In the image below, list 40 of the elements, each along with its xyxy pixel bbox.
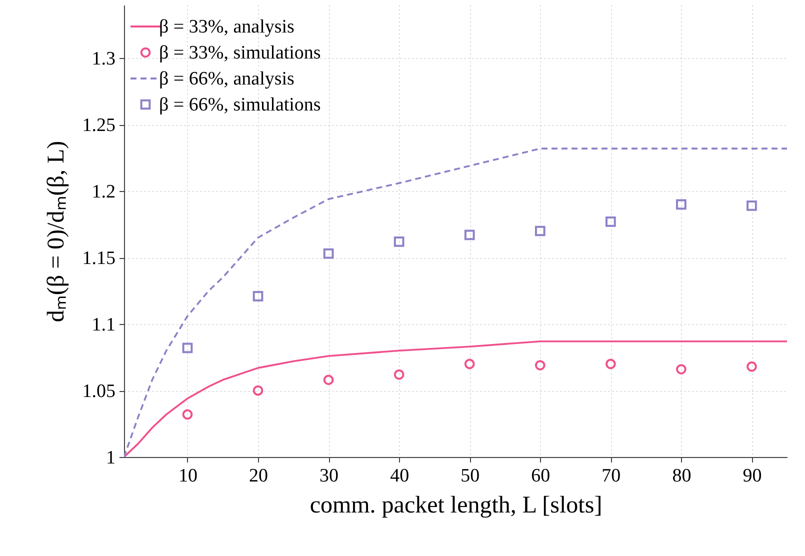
point: [394, 369, 404, 380]
point: [746, 361, 757, 372]
x-tick-label: 40: [390, 466, 410, 486]
point: [182, 342, 193, 354]
legend-label: β = 66%, analysis: [159, 68, 294, 90]
y-tick-label: 1.3: [92, 48, 116, 70]
x-tick-label: 80: [672, 466, 692, 486]
point: [605, 216, 616, 227]
x-tick-label: 30: [320, 466, 339, 486]
legend-label: β = 33%, analysis: [159, 16, 294, 38]
y-axis-title: dₘ(β = 0)/dₘ(β, L): [43, 140, 70, 322]
x-axis-title: comm. packet length, L [slots]: [310, 492, 602, 518]
point: [534, 360, 546, 370]
legend-label: β = 66%, simulations: [159, 94, 321, 116]
x-tick-label: 60: [531, 466, 550, 486]
y-tick-label: 1.25: [82, 115, 116, 136]
y-tick-label: 1: [106, 448, 116, 468]
point: [464, 230, 475, 240]
x-tick-label: 50: [460, 466, 480, 486]
point: [182, 409, 193, 420]
y-tick-label: 1.15: [82, 248, 116, 270]
x-tick-label: 90: [742, 466, 762, 486]
point: [464, 358, 475, 370]
point: [534, 226, 546, 236]
point: [676, 199, 686, 210]
y-tick-label: 1.05: [82, 381, 116, 402]
point: [323, 248, 334, 259]
point: [323, 374, 334, 386]
point: [252, 385, 264, 396]
y-tick-label: 1.1: [92, 314, 116, 336]
point: [394, 236, 404, 247]
x-tick-label: 20: [249, 466, 268, 486]
x-tick-label: 70: [602, 466, 621, 486]
legend-label: β = 33%, simulations: [159, 42, 321, 64]
x-tick-label: 10: [178, 466, 198, 486]
y-tick-label: 1.2: [92, 182, 116, 203]
point: [676, 364, 686, 374]
point: [746, 200, 757, 211]
point: [605, 358, 616, 370]
point: [252, 290, 264, 302]
